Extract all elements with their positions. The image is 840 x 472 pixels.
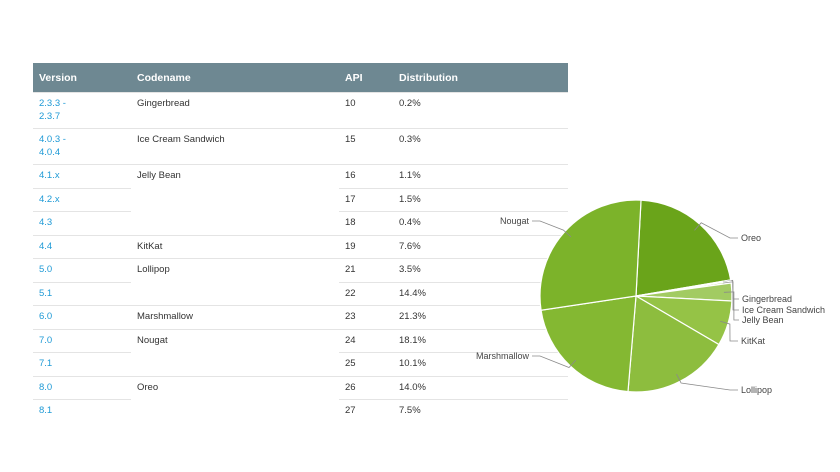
version-link[interactable]: 4.3 [33,211,131,235]
api-cell: 27 [339,399,393,423]
codename-cell: Gingerbread [131,92,339,129]
table-row: 8.1 27 7.5% [33,399,568,423]
api-cell: 21 [339,258,393,282]
api-cell: 18 [339,211,393,235]
version-link[interactable]: 4.4 [33,234,131,259]
version-link[interactable]: 7.0 [33,328,131,353]
pie-slice-oreo [635,199,732,297]
distribution-cell: 0.2% [393,92,568,129]
table-row: 7.1 25 10.1% [33,352,568,377]
version-link[interactable]: 5.0 [33,258,131,282]
codename-cell: Jelly Bean [131,164,339,188]
distribution-cell: 0.4% [393,211,568,235]
version-link[interactable]: 8.1 [33,399,131,423]
version-link[interactable]: 8.0 [33,375,131,400]
distribution-cell: 18.1% [393,328,568,353]
codename-cell: Nougat [131,328,339,353]
pie-label: Gingerbread [742,294,792,304]
version-link[interactable]: 4.2.x [33,187,131,212]
distribution-cell: 10.1% [393,352,568,376]
pie-label: Ice Cream Sandwich [742,305,825,315]
callout-line [694,222,738,239]
distribution-cell: 1.1% [393,164,568,188]
codename-cell: Marshmallow [131,305,339,329]
codename-cell [131,188,339,212]
codename-cell [131,212,339,236]
callout-line [723,291,739,321]
pie-label: Jelly Bean [742,315,784,325]
version-link[interactable]: 7.1 [33,352,131,376]
table-row: 7.0 Nougat 24 18.1% [33,328,568,353]
pie-slice-ice-cream-sandwich [635,280,732,297]
pie-slice-gingerbread [635,279,732,297]
pie-slice-kitkat [635,295,733,346]
api-cell: 10 [339,92,393,129]
table-row: 5.0 Lollipop 21 3.5% [33,258,568,282]
callout-line [722,279,739,300]
api-cell: 22 [339,281,393,306]
table-row: 6.0 Marshmallow 23 21.3% [33,305,568,329]
callout-line [720,320,738,342]
header-codename: Codename [131,63,339,93]
callout-line [723,281,739,311]
table-header-row: Version Codename API Distribution [33,63,568,93]
api-cell: 24 [339,328,393,353]
api-cell: 15 [339,128,393,165]
api-cell: 17 [339,187,393,212]
table-row: 2.3.3 -2.3.7 Gingerbread 10 0.2% [33,92,568,129]
table-row: 4.1.x Jelly Bean 16 1.1% [33,164,568,188]
codename-cell: Oreo [131,375,339,400]
distribution-cell: 14.4% [393,281,568,306]
table-row: 4.3 18 0.4% [33,211,568,236]
api-cell: 16 [339,164,393,188]
version-link[interactable]: 6.0 [33,305,131,329]
header-version: Version [33,63,131,93]
codename-cell: Lollipop [131,258,339,282]
distribution-cell: 3.5% [393,258,568,282]
codename-cell [131,282,339,306]
callout-line [676,373,738,391]
distribution-cell: 21.3% [393,305,568,329]
table-row: 4.2.x 17 1.5% [33,187,568,212]
codename-cell: KitKat [131,234,339,259]
distribution-cell: 7.6% [393,234,568,259]
header-api: API [339,63,393,93]
pie-slice-jelly-bean [635,282,733,302]
codename-cell [131,400,339,423]
distribution-cell: 7.5% [393,399,568,423]
version-link[interactable]: 2.3.3 -2.3.7 [33,92,131,129]
pie-label: KitKat [741,336,766,346]
distribution-table-container: Version Codename API Distribution 2.3.3 … [33,63,568,423]
pie-label: Oreo [741,233,761,243]
codename-cell: Ice Cream Sandwich [131,128,339,165]
header-distribution: Distribution [393,63,568,93]
table-row: 5.1 22 14.4% [33,281,568,306]
distribution-cell: 14.0% [393,375,568,400]
distribution-cell: 0.3% [393,128,568,165]
table-row: 4.4 KitKat 19 7.6% [33,234,568,259]
version-link[interactable]: 4.0.3 -4.0.4 [33,128,131,165]
pie-label: Lollipop [741,385,772,395]
table-row: 4.0.3 -4.0.4 Ice Cream Sandwich 15 0.3% [33,128,568,165]
table-body: 2.3.3 -2.3.7 Gingerbread 10 0.2% 4.0.3 -4.0.… [33,92,568,423]
table-row: 8.0 Oreo 26 14.0% [33,375,568,400]
api-cell: 19 [339,234,393,259]
api-cell: 26 [339,375,393,400]
distribution-cell: 1.5% [393,187,568,212]
version-link[interactable]: 4.1.x [33,164,131,188]
version-link[interactable]: 5.1 [33,281,131,306]
api-cell: 23 [339,305,393,329]
codename-cell [131,353,339,377]
pie-slice-lollipop [627,295,720,393]
distribution-table: Version Codename API Distribution 2.3.3 … [33,63,568,423]
api-cell: 25 [339,352,393,376]
